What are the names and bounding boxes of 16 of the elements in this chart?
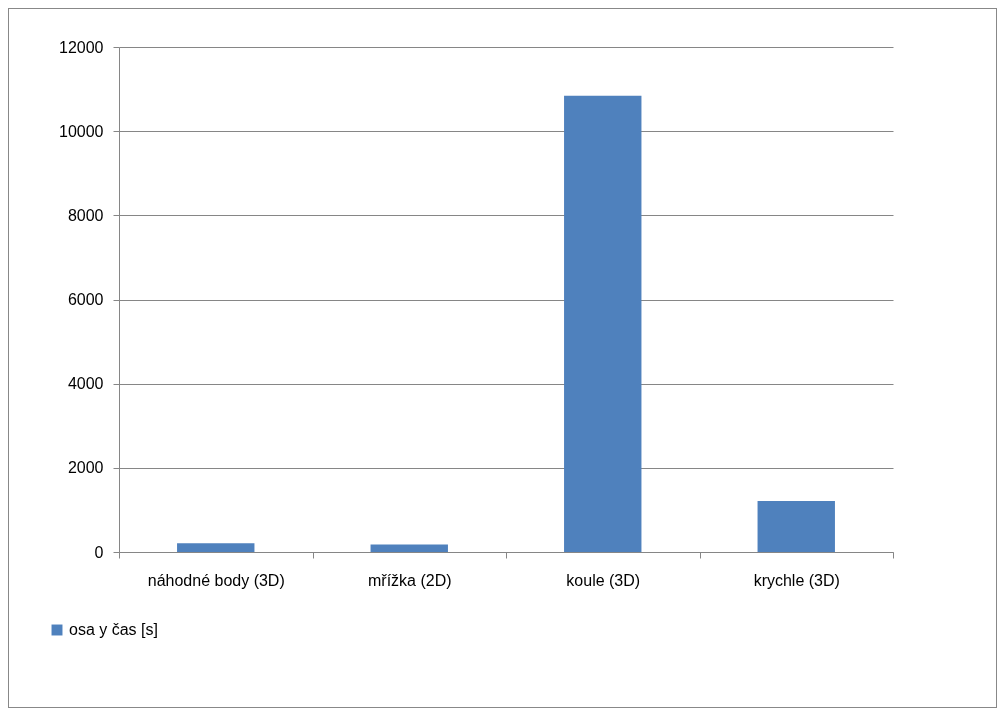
y-tick-label: 0 xyxy=(94,543,104,561)
y-tick-label: 10000 xyxy=(59,122,104,140)
bar xyxy=(564,95,642,552)
bar xyxy=(757,501,835,552)
y-tick-label: 12000 xyxy=(59,38,104,56)
bar xyxy=(370,544,448,552)
bar xyxy=(177,543,255,552)
y-tick-label: 6000 xyxy=(67,291,104,308)
y-tick-label: 8000 xyxy=(67,206,104,224)
x-tick-label: náhodné body (3D) xyxy=(147,571,285,589)
x-tick-label: koule (3D) xyxy=(566,571,641,589)
y-tick-label: 2000 xyxy=(67,459,104,477)
x-tick-label: mřížka (2D) xyxy=(367,571,452,589)
y-tick-label: 4000 xyxy=(67,375,104,393)
legend-label: osa y čas [s] xyxy=(69,621,158,638)
x-tick-label: krychle (3D) xyxy=(753,571,840,589)
